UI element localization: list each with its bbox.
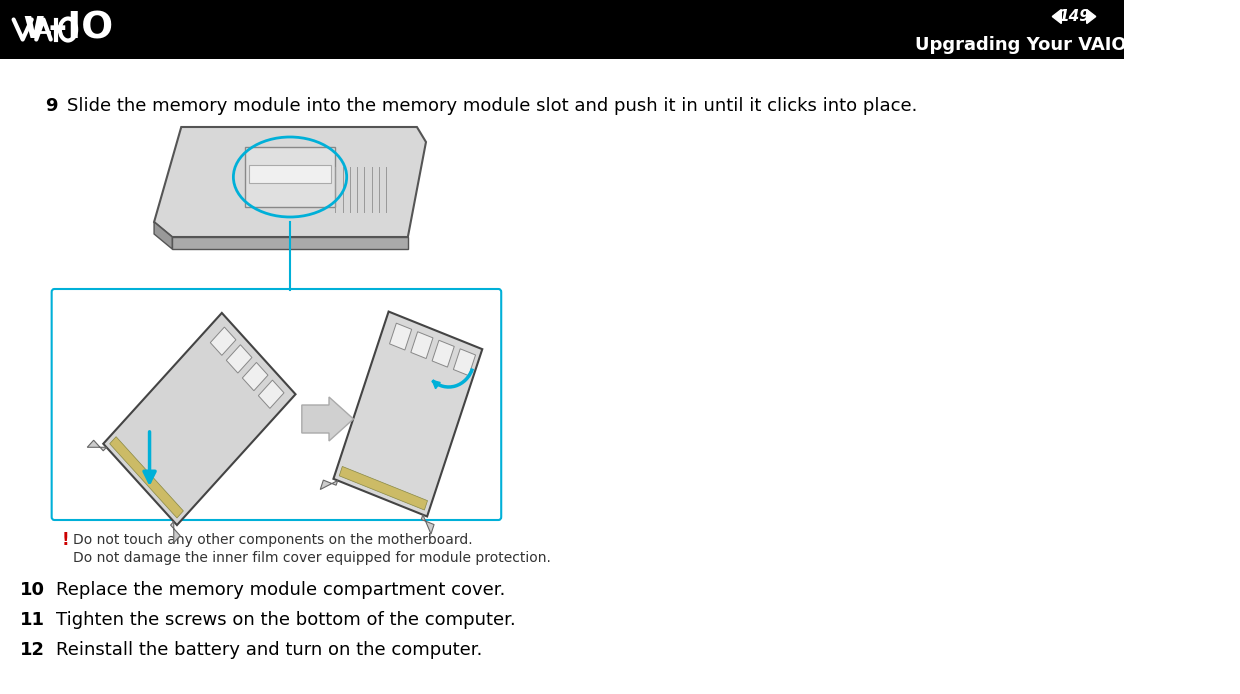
Polygon shape <box>301 397 353 441</box>
Polygon shape <box>1086 10 1096 24</box>
Text: Reinstall the battery and turn on the computer.: Reinstall the battery and turn on the co… <box>56 641 482 659</box>
Text: Slide the memory module into the memory module slot and push it in until it clic: Slide the memory module into the memory … <box>67 97 918 115</box>
Polygon shape <box>171 521 180 543</box>
Polygon shape <box>87 440 107 451</box>
Text: Do not damage the inner film cover equipped for module protection.: Do not damage the inner film cover equip… <box>72 551 551 565</box>
Text: 9: 9 <box>46 97 58 115</box>
Bar <box>0 0 1123 59</box>
Polygon shape <box>211 327 236 355</box>
Polygon shape <box>109 437 184 518</box>
Text: 10: 10 <box>20 581 46 599</box>
Polygon shape <box>227 345 252 373</box>
Bar <box>244 147 335 207</box>
Polygon shape <box>433 380 440 389</box>
FancyBboxPatch shape <box>52 289 501 520</box>
Text: !: ! <box>62 531 69 549</box>
Polygon shape <box>172 237 408 249</box>
Polygon shape <box>320 480 337 489</box>
Text: Upgrading Your VAIO Computer: Upgrading Your VAIO Computer <box>915 36 1233 54</box>
Polygon shape <box>454 349 476 375</box>
Polygon shape <box>389 323 412 350</box>
Polygon shape <box>432 340 454 367</box>
Text: 149: 149 <box>1058 9 1090 24</box>
Text: Do not touch any other components on the motherboard.: Do not touch any other components on the… <box>72 533 472 547</box>
Polygon shape <box>154 127 427 237</box>
Polygon shape <box>1053 10 1061 24</box>
Polygon shape <box>410 332 433 359</box>
Polygon shape <box>103 313 295 525</box>
Polygon shape <box>258 380 284 408</box>
Bar <box>249 165 331 183</box>
Polygon shape <box>422 515 434 534</box>
Text: ∨–IO: ∨–IO <box>19 10 113 46</box>
Text: Tighten the screws on the bottom of the computer.: Tighten the screws on the bottom of the … <box>56 611 516 629</box>
Text: Replace the memory module compartment cover.: Replace the memory module compartment co… <box>56 581 506 599</box>
Text: 11: 11 <box>20 611 46 629</box>
Text: 12: 12 <box>20 641 46 659</box>
Polygon shape <box>340 466 428 510</box>
Polygon shape <box>334 312 482 516</box>
Polygon shape <box>154 222 172 249</box>
Polygon shape <box>242 362 268 391</box>
Text: VAIO: VAIO <box>14 12 104 45</box>
